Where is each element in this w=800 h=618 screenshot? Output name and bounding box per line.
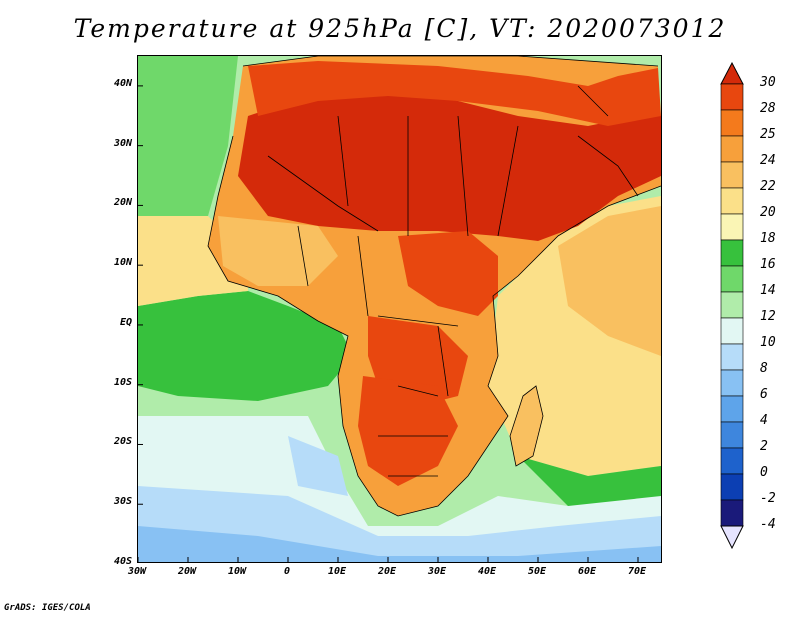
colorbar-box: [720, 161, 744, 189]
lon-label: 10E: [327, 566, 347, 577]
sahara-hot-core: [238, 86, 661, 241]
colorbar-label: 24: [760, 153, 776, 168]
colorbar-box: [720, 317, 744, 345]
madagascar: [510, 386, 543, 466]
colorbar-label: 4: [760, 413, 768, 428]
colorbar-box: [720, 499, 744, 527]
colorbar-label: 0: [760, 465, 768, 480]
grads-credit: GrADS: IGES/COLA: [4, 603, 91, 613]
colorbar-label: 16: [760, 257, 776, 272]
indian-ocean-warmer: [558, 206, 661, 356]
lon-label: 10W: [227, 566, 247, 577]
colorbar-label: 6: [760, 387, 768, 402]
colorbar-label: -2: [760, 491, 776, 506]
colorbar-svg: [720, 61, 744, 550]
sudan-hot: [398, 231, 498, 316]
lat-label: 10S: [113, 376, 132, 388]
colorbar-box: [720, 369, 744, 397]
west-africa-mild: [218, 216, 338, 286]
lon-label: 30E: [427, 566, 447, 577]
ocean-cool-patch: [288, 436, 348, 496]
colorbar-box: [720, 421, 744, 449]
lat-label: 20S: [113, 436, 132, 448]
lon-label: 70E: [627, 566, 647, 577]
colorbar-box: [720, 291, 744, 319]
map-svg: [138, 56, 661, 562]
colorbar-box: [720, 239, 744, 267]
colorbar: [720, 61, 744, 554]
colorbar-label: 14: [760, 283, 776, 298]
ocean-green-band: [138, 291, 353, 401]
lon-label: 30W: [127, 566, 147, 577]
colorbar-label: 28: [760, 101, 776, 116]
indian-ocean-green: [518, 456, 661, 506]
lon-label: 40E: [477, 566, 497, 577]
colorbar-label: 12: [760, 309, 776, 324]
country-borders: [207, 56, 661, 517]
colorbar-top-triangle: [720, 61, 744, 85]
lat-label: 20N: [113, 197, 132, 209]
colorbar-label: 25: [760, 127, 776, 142]
lon-label: 20E: [377, 566, 397, 577]
lon-label: 50E: [527, 566, 547, 577]
colorbar-box: [720, 473, 744, 501]
southern-africa-hot: [358, 376, 458, 486]
axis-ticks: [138, 85, 639, 562]
colorbar-box: [720, 343, 744, 371]
colorbar-label: 8: [760, 361, 768, 376]
colorbar-label: -4: [760, 517, 776, 532]
mediterranean-warm: [248, 61, 661, 126]
lon-label: 20W: [177, 566, 197, 577]
colorbar-box: [720, 109, 744, 137]
lat-label: 30S: [113, 496, 132, 508]
colorbar-label: 22: [760, 179, 776, 194]
atlantic-north: [138, 56, 238, 226]
lat-label: 30N: [113, 137, 132, 149]
colorbar-box: [720, 83, 744, 111]
ocean-colder-band: [138, 526, 661, 562]
colorbar-label: 2: [760, 439, 768, 454]
colorbar-box: [720, 395, 744, 423]
colorbar-box: [720, 213, 744, 241]
colorbar-box: [720, 447, 744, 475]
colorbar-box: [720, 135, 744, 163]
lat-label: 40S: [113, 556, 132, 567]
colorbar-label: 10: [760, 335, 776, 350]
colorbar-box: [720, 265, 744, 293]
lon-label: 60E: [577, 566, 597, 577]
lat-label: EQ: [119, 316, 132, 328]
colorbar-label: 30: [760, 75, 776, 90]
temperature-map: [137, 55, 662, 563]
colorbar-box: [720, 187, 744, 215]
lon-label: 0: [283, 566, 291, 577]
colorbar-bottom-triangle: [720, 525, 744, 550]
lat-label: 40N: [113, 77, 132, 89]
colorbar-label: 20: [760, 205, 776, 220]
colorbar-label: 18: [760, 231, 776, 246]
lat-label: 10N: [113, 257, 132, 269]
figure-title: Temperature at 925hPa [C], VT: 202007301…: [73, 14, 727, 43]
